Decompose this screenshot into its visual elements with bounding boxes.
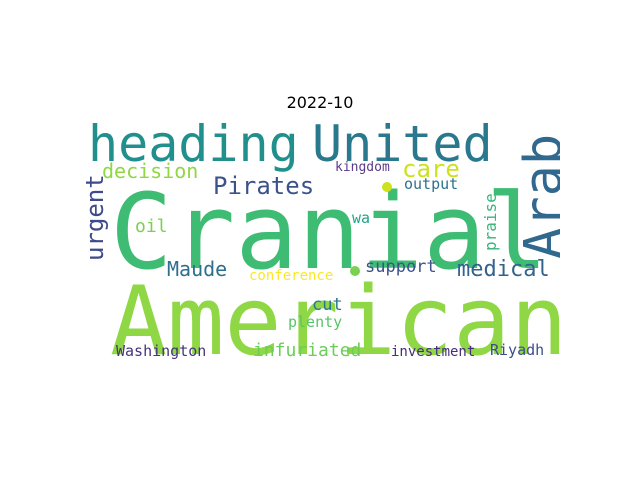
word-plenty: plenty xyxy=(288,313,343,331)
word-conference: conference xyxy=(249,268,334,284)
word-kingdom: kingdom xyxy=(335,160,390,175)
word-infuriated: infuriated xyxy=(253,340,362,360)
word-cloud: American Cranial heading United Arab Pir… xyxy=(80,119,560,360)
word-maude: Maude xyxy=(167,257,228,281)
word-american: American xyxy=(110,267,560,361)
word-dot xyxy=(382,182,392,192)
word-oil: oil xyxy=(135,216,168,237)
word-united: United xyxy=(312,119,493,173)
word-arab: Arab xyxy=(514,133,560,259)
word-support: support xyxy=(365,257,437,277)
word-cut: cut xyxy=(312,295,343,315)
chart-title: 2022-10 xyxy=(286,93,354,112)
word-output: output xyxy=(404,175,459,193)
word-cranial: Cranial xyxy=(110,171,549,293)
word-care: care xyxy=(402,155,460,183)
word-riyadh: Riyadh xyxy=(490,341,545,359)
word-dot xyxy=(350,266,360,276)
word-pirates: Pirates xyxy=(213,172,315,200)
word-washington: Washington xyxy=(116,342,207,360)
word-heading: heading xyxy=(88,119,299,173)
word-medical: medical xyxy=(457,257,550,282)
word-wa: wa xyxy=(352,209,371,227)
word-praise: praise xyxy=(481,193,500,251)
word-urgent: urgent xyxy=(81,174,109,261)
word-investment: investment xyxy=(391,344,476,360)
word-decision: decision xyxy=(102,159,199,183)
